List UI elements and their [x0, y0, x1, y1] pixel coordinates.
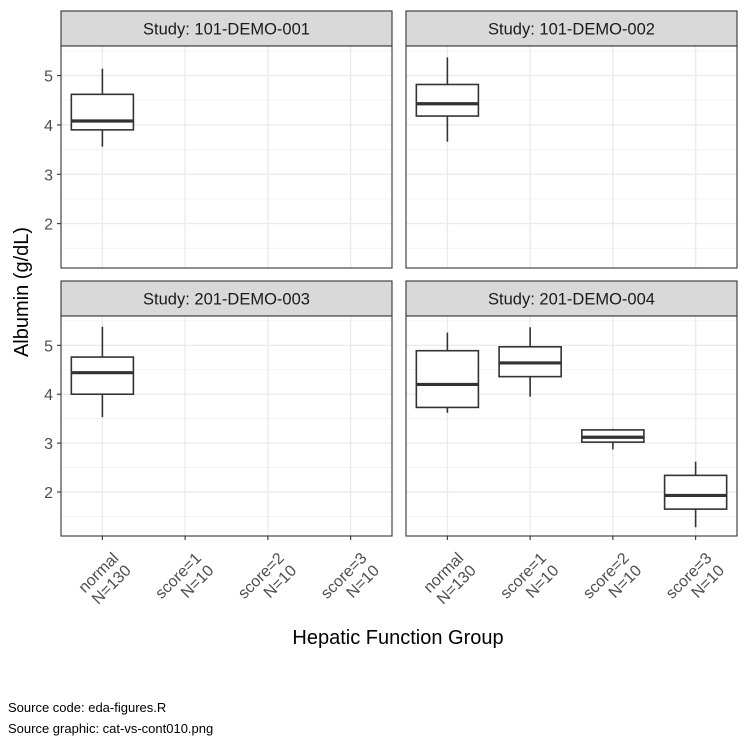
- boxplot-box: [581, 428, 645, 450]
- boxplot-box: [498, 327, 562, 397]
- y-tick-label: 5: [44, 69, 53, 86]
- facet-strip: [405, 10, 738, 47]
- y-tick-label: 5: [44, 338, 53, 355]
- interquartile-box: [415, 349, 480, 409]
- panel-background: [61, 316, 392, 536]
- x-tick-label: score=2N=10: [580, 550, 645, 615]
- panel-border: [60, 315, 393, 537]
- facet-panel: Study: 201-DEMO-003 2 3 4 5 normalN=130 score=…: [44, 280, 393, 615]
- x-tick-label: score=3N=10: [663, 550, 728, 615]
- boxplot-box: [415, 332, 480, 413]
- y-tick-label: 4: [44, 387, 53, 404]
- facet-strip: [60, 10, 393, 47]
- facet-panel: Study: 101-DEMO-001 2 3 4 5: [44, 10, 393, 269]
- facet-strip-label: Study: 201-DEMO-003: [143, 291, 310, 309]
- x-tick-label: score=3N=10: [318, 550, 383, 615]
- facet-strip: [405, 280, 738, 317]
- panel-border: [60, 45, 393, 269]
- interquartile-box: [415, 83, 480, 117]
- interquartile-box: [663, 474, 728, 510]
- interquartile-box: [70, 93, 135, 131]
- panel-background: [406, 46, 737, 268]
- source-graphic-caption: Source graphic: cat-vs-cont010.png: [8, 721, 214, 736]
- x-axis-title: Hepatic Function Group: [292, 627, 503, 649]
- boxplot-box: [415, 57, 480, 142]
- facet-strip-label: Study: 101-DEMO-002: [488, 21, 655, 39]
- x-tick-label: normalN=130: [421, 550, 480, 609]
- facet-strip-label: Study: 201-DEMO-004: [488, 291, 655, 309]
- y-tick-label: 3: [44, 436, 53, 453]
- x-tick-label: score=2N=10: [235, 550, 300, 615]
- y-tick-label: 4: [44, 118, 53, 135]
- boxplot-box: [70, 68, 135, 147]
- y-tick-label: 3: [44, 167, 53, 184]
- panel-border: [405, 315, 738, 537]
- y-tick-label: 2: [44, 485, 53, 502]
- source-code-caption: Source code: eda-figures.R: [8, 700, 167, 715]
- facet-panel: Study: 101-DEMO-002: [405, 10, 738, 269]
- panel-border: [405, 45, 738, 269]
- x-tick-label: score=1N=10: [152, 550, 217, 615]
- panel-background: [61, 46, 392, 268]
- interquartile-box: [70, 356, 135, 396]
- y-axis-title: Albumin (g/dL): [11, 227, 33, 357]
- x-tick-label: score=1N=10: [497, 550, 562, 615]
- x-tick-label: normalN=130: [76, 550, 135, 609]
- y-tick-label: 2: [44, 217, 53, 234]
- facet-panel: Study: 201-DEMO-004 normalN=130 score=1N=1…: [405, 280, 738, 615]
- boxplot-box: [663, 461, 728, 528]
- facet-strip-label: Study: 101-DEMO-001: [143, 21, 310, 39]
- boxplot-box: [70, 326, 135, 418]
